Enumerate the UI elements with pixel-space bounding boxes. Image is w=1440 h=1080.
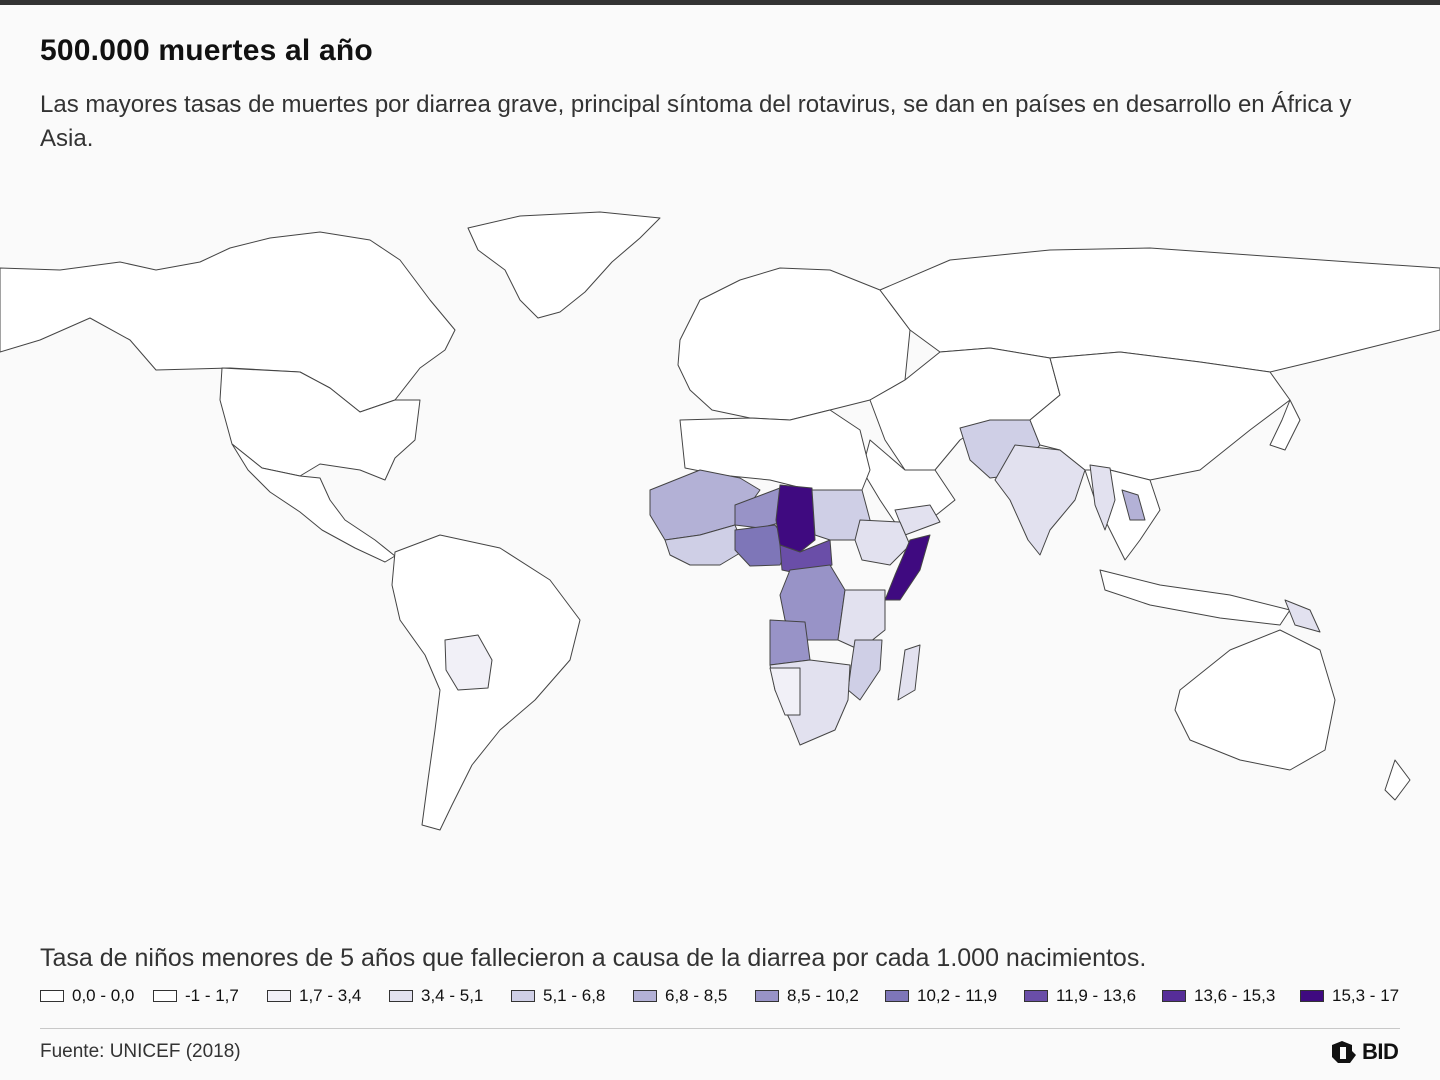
legend-label: 1,7 - 3,4	[299, 986, 362, 1005]
legend-swatch	[40, 990, 64, 1002]
legend-swatch	[885, 990, 909, 1002]
legend-swatch	[1024, 990, 1048, 1002]
legend-label: 0,0 - 0,0	[72, 986, 135, 1005]
region-mozambique	[847, 639, 883, 701]
region-ethiopia	[854, 519, 911, 566]
region-west-africa-coast	[664, 524, 746, 566]
page-subtitle: Las mayores tasas de muertes por diarrea…	[40, 91, 1352, 152]
legend-swatch	[389, 990, 413, 1002]
legend-label: 6,8 - 8,5	[665, 986, 728, 1005]
legend-label: -1 - 1,7	[185, 986, 239, 1005]
footer-divider	[40, 1028, 1400, 1029]
region-laos	[1121, 489, 1146, 521]
bid-logo-icon	[1332, 1041, 1356, 1063]
legend-title: Tasa de niños menores de 5 años que fall…	[40, 944, 1147, 972]
legend: 0,0 - 0,0 -1 - 1,7 1,7 - 3,4 3,4 - 5,1 5…	[40, 985, 1420, 1007]
legend-item: 0,0 - 0,0	[40, 985, 134, 1007]
legend-label: 8,5 - 10,2	[787, 986, 859, 1005]
legend-item: 6,8 - 8,5	[633, 985, 727, 1007]
legend-label: 13,6 - 15,3	[1194, 986, 1276, 1005]
legend-label: 10,2 - 11,9	[917, 986, 998, 1005]
legend-label: 5,1 - 6,8	[543, 986, 606, 1005]
legend-item: 3,4 - 5,1	[389, 985, 483, 1007]
legend-item: 15,3 - 17	[1300, 985, 1399, 1007]
page-title: 500.000 muertes al año	[40, 34, 373, 67]
region-myanmar	[1089, 464, 1116, 531]
legend-item: -1 - 1,7	[153, 985, 239, 1007]
region-bolivia	[444, 634, 493, 691]
region-greenland	[467, 211, 661, 319]
region-papua-new-guinea	[1284, 599, 1321, 633]
legend-label: 3,4 - 5,1	[421, 986, 484, 1005]
region-angola	[769, 619, 811, 666]
legend-swatch	[633, 990, 657, 1002]
legend-swatch	[267, 990, 291, 1002]
legend-swatch	[1300, 990, 1324, 1002]
legend-label: 15,3 - 17	[1332, 986, 1400, 1005]
region-indonesia	[1099, 569, 1291, 626]
legend-item: 11,9 - 13,6	[1024, 985, 1136, 1007]
region-chad	[775, 484, 816, 553]
legend-item: 5,1 - 6,8	[511, 985, 605, 1007]
region-namibia	[769, 667, 801, 716]
legend-item: 13,6 - 15,3	[1162, 985, 1275, 1007]
legend-item: 1,7 - 3,4	[267, 985, 361, 1007]
world-choropleth-map	[0, 211, 1440, 831]
legend-swatch	[511, 990, 535, 1002]
legend-item: 8,5 - 10,2	[755, 985, 859, 1007]
legend-label: 11,9 - 13,6	[1056, 986, 1137, 1005]
region-madagascar	[897, 644, 921, 701]
region-canada-alaska	[0, 231, 456, 413]
legend-swatch	[153, 990, 177, 1002]
bid-logo-text: BID	[1362, 1039, 1399, 1064]
region-japan	[1269, 399, 1301, 451]
region-somalia	[884, 534, 931, 601]
region-australia	[1174, 629, 1336, 771]
region-new-zealand	[1384, 759, 1411, 801]
legend-item: 10,2 - 11,9	[885, 985, 997, 1007]
top-accent-bar	[0, 0, 1440, 5]
region-india	[994, 444, 1086, 556]
region-nigeria	[734, 524, 791, 567]
bid-logo: BID	[1330, 1038, 1399, 1066]
legend-swatch	[755, 990, 779, 1002]
source-note: Fuente: UNICEF (2018)	[40, 1041, 241, 1062]
legend-swatch	[1162, 990, 1186, 1002]
